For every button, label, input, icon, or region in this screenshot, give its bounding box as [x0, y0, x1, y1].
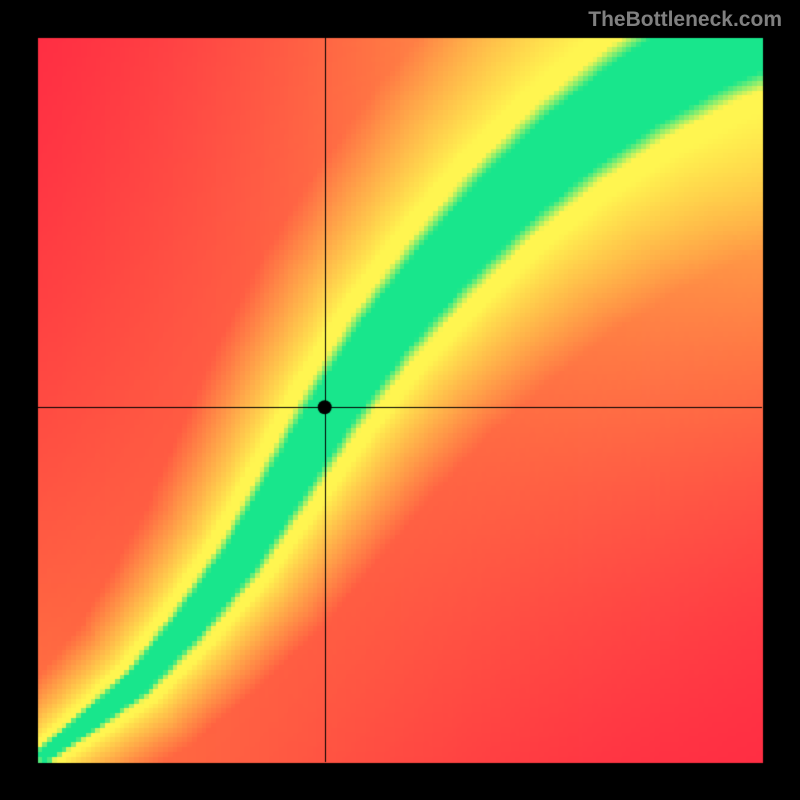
heatmap-canvas: [0, 0, 800, 800]
chart-container: TheBottleneck.com: [0, 0, 800, 800]
watermark-text: TheBottleneck.com: [588, 8, 782, 32]
